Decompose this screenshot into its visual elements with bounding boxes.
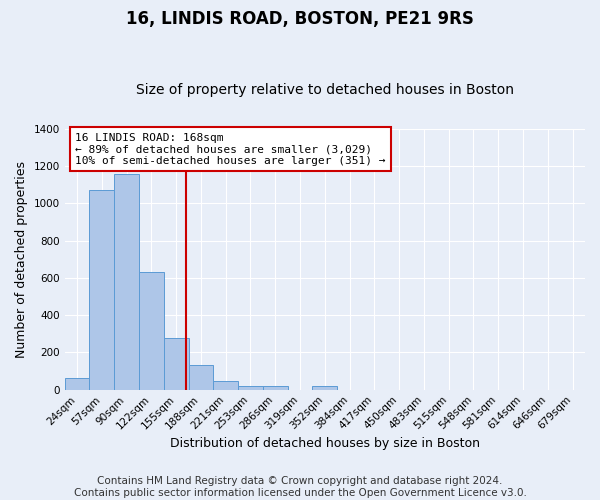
Bar bbox=[89, 190, 114, 390]
Bar bbox=[139, 272, 164, 390]
Bar bbox=[65, 378, 89, 390]
Bar bbox=[214, 382, 238, 390]
Text: 16, LINDIS ROAD, BOSTON, PE21 9RS: 16, LINDIS ROAD, BOSTON, PE21 9RS bbox=[126, 10, 474, 28]
Bar bbox=[238, 386, 263, 390]
X-axis label: Distribution of detached houses by size in Boston: Distribution of detached houses by size … bbox=[170, 437, 480, 450]
Bar bbox=[313, 386, 337, 390]
Text: Contains HM Land Registry data © Crown copyright and database right 2024.
Contai: Contains HM Land Registry data © Crown c… bbox=[74, 476, 526, 498]
Bar bbox=[188, 366, 214, 390]
Text: 16 LINDIS ROAD: 168sqm
← 89% of detached houses are smaller (3,029)
10% of semi-: 16 LINDIS ROAD: 168sqm ← 89% of detached… bbox=[75, 132, 386, 166]
Y-axis label: Number of detached properties: Number of detached properties bbox=[15, 160, 28, 358]
Title: Size of property relative to detached houses in Boston: Size of property relative to detached ho… bbox=[136, 83, 514, 97]
Bar bbox=[164, 338, 188, 390]
Bar bbox=[263, 386, 287, 390]
Bar bbox=[114, 174, 139, 390]
